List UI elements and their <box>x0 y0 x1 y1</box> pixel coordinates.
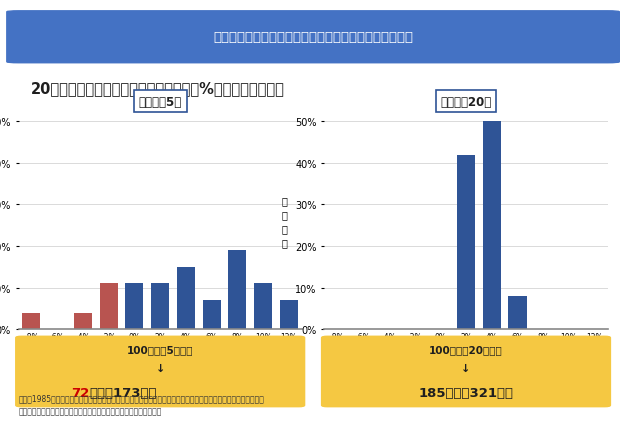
FancyBboxPatch shape <box>322 337 611 407</box>
Bar <box>151 284 169 329</box>
Bar <box>508 296 526 329</box>
Bar <box>228 250 246 329</box>
FancyBboxPatch shape <box>7 12 619 63</box>
Text: ↓: ↓ <box>156 363 165 373</box>
Text: ↓: ↓ <box>461 363 471 373</box>
Y-axis label: 出
現
頻
度: 出 現 頻 度 <box>281 196 287 248</box>
Bar <box>457 155 475 329</box>
Text: 20年の保有期間では、投資収益率２～８%（年率）に収斂。: 20年の保有期間では、投資収益率２～８%（年率）に収斂。 <box>30 81 284 95</box>
Text: 100万円が5年後に: 100万円が5年後に <box>127 344 193 354</box>
Bar <box>280 300 298 329</box>
Text: 100万円が20年後に: 100万円が20年後に <box>429 344 503 354</box>
Bar <box>203 300 221 329</box>
Bar <box>483 122 501 329</box>
Bar <box>22 313 40 329</box>
Bar <box>125 284 143 329</box>
FancyBboxPatch shape <box>16 337 304 407</box>
Text: 万円～173万円: 万円～173万円 <box>89 386 157 399</box>
Text: 72: 72 <box>71 386 89 399</box>
Title: 保有期間5年: 保有期間5年 <box>138 95 182 108</box>
Text: 国内外の株式・債券に分散投資した場合の収益率の分布: 国内外の株式・債券に分散投資した場合の収益率の分布 <box>213 31 413 44</box>
Text: （注）1985年以降の各年に、毎月同額ずつ国内外の株式・債券の買付けを行ったもの。各年の買付け後、保有期間
が経過した時点での時価をもとに運用結果及び年率を算出: （注）1985年以降の各年に、毎月同額ずつ国内外の株式・債券の買付けを行ったもの… <box>19 394 265 415</box>
Bar <box>74 313 92 329</box>
Title: 保有期間20年: 保有期間20年 <box>440 95 492 108</box>
Bar <box>100 284 118 329</box>
Text: 185万円～321万円: 185万円～321万円 <box>418 386 513 399</box>
Bar <box>254 284 272 329</box>
Bar <box>177 267 195 329</box>
